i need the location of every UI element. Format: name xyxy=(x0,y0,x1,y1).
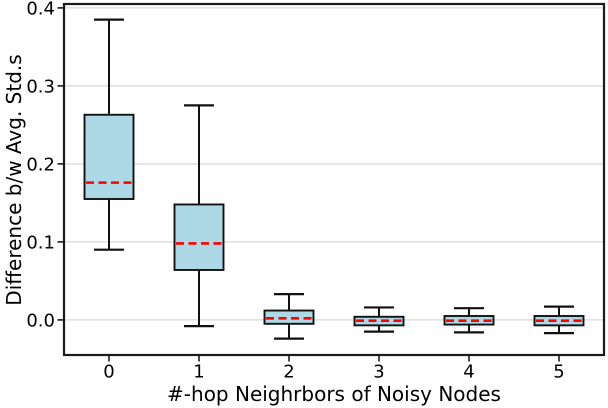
x-tick-label: 4 xyxy=(463,362,474,383)
box-rect xyxy=(353,315,405,327)
y-axis-label: Difference b/w Avg. Std.s xyxy=(2,54,26,306)
box-rect xyxy=(443,315,495,326)
box-rect xyxy=(83,113,135,200)
y-tick-label: 0.3 xyxy=(26,76,55,97)
y-tick-label: 0.4 xyxy=(26,0,55,19)
y-tick-label: 0.0 xyxy=(26,310,55,331)
x-tick-label: 1 xyxy=(193,362,204,383)
x-tick-label: 0 xyxy=(103,362,114,383)
x-tick-label: 5 xyxy=(553,362,564,383)
y-tick-label: 0.2 xyxy=(26,154,55,175)
plot-frame xyxy=(62,2,606,357)
y-tick-label: 0.1 xyxy=(26,232,55,253)
x-axis-label: #-hop Neighrbors of Noisy Nodes xyxy=(167,382,501,406)
box-rect xyxy=(173,203,225,271)
box-rect xyxy=(533,315,585,327)
x-tick-label: 2 xyxy=(283,362,294,383)
box-rect xyxy=(263,309,315,325)
x-tick-label: 3 xyxy=(373,362,384,383)
